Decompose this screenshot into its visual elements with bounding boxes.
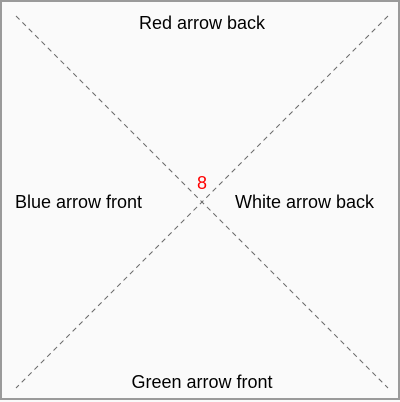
left-region-label: Blue arrow front xyxy=(15,192,143,212)
right-region-label: White arrow back xyxy=(235,192,375,212)
top-region-label: Red arrow back xyxy=(138,13,266,33)
bottom-region-label: Green arrow front xyxy=(131,372,273,392)
center-number: 8 xyxy=(196,173,207,193)
diagonal-line-top-right-to-bottom-left xyxy=(15,15,389,389)
